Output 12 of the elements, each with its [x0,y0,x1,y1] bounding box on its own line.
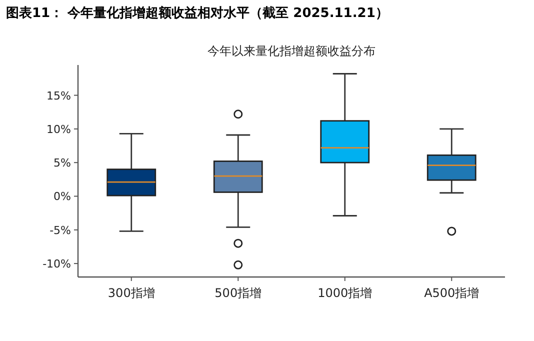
chart-title: 图表11： 今年量化指增超额收益相对水平（截至 2025.11.21） [6,5,388,21]
y-tick-label: -10% [42,258,71,271]
y-tick-label: 15% [46,89,71,102]
x-tick-label: 500指增 [214,286,262,300]
chart-subtitle: 今年以来量化指增超额收益分布 [208,44,376,58]
x-tick-label: 1000指增 [318,286,372,300]
y-tick-label: 0% [54,190,71,204]
x-tick-label: 300指增 [108,286,155,300]
x-tick-label: A500指增 [424,286,480,300]
y-tick-label: -5% [50,224,71,237]
y-tick-label: 10% [46,122,71,136]
y-tick-label: 5% [54,156,71,170]
